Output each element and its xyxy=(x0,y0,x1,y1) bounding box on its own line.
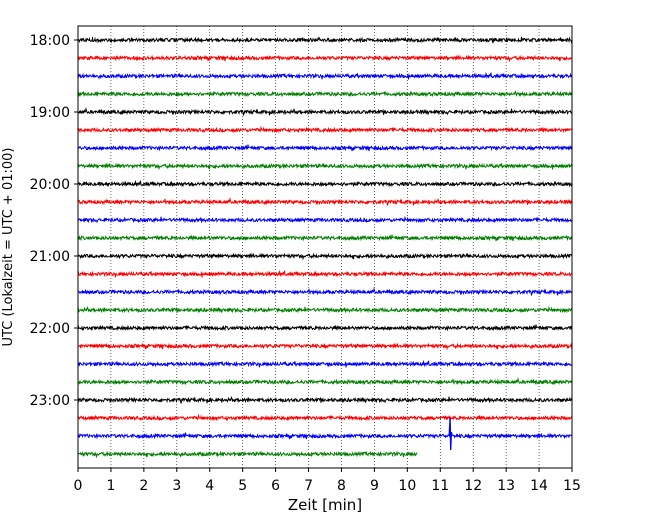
x-tick-label: 4 xyxy=(205,478,214,494)
trace-row-2245 xyxy=(77,377,573,386)
x-tick-label: 1 xyxy=(106,478,115,494)
trace-row-2100 xyxy=(77,252,573,261)
y-tick-label: 20:00 xyxy=(30,177,70,193)
x-axis-title: Zeit [min] xyxy=(288,496,362,514)
trace-row-2115 xyxy=(77,269,573,278)
y-tick-label: 21:00 xyxy=(30,249,70,265)
y-axis-ticks: 18:00 19:00 20:00 21:00 22:00 23:00 xyxy=(30,33,78,409)
plot-frame xyxy=(77,25,573,469)
event-spike xyxy=(448,417,453,451)
x-tick-label: 5 xyxy=(238,478,247,494)
trace-row-2330 xyxy=(77,432,573,440)
x-tick-label: 6 xyxy=(271,478,280,494)
x-tick-label: 10 xyxy=(398,478,416,494)
x-tick-label: 9 xyxy=(370,478,379,494)
trace-row-2215 xyxy=(77,342,573,351)
x-tick-label: 7 xyxy=(304,478,313,494)
trace-row-1945 xyxy=(77,162,573,171)
trace-row-2145 xyxy=(77,305,573,314)
trace-row-1900 xyxy=(77,107,573,116)
trace-row-2015 xyxy=(77,197,573,206)
trace-row-1845 xyxy=(77,90,573,98)
trace-row-2030 xyxy=(77,215,573,224)
x-tick-label: 15 xyxy=(563,478,581,494)
x-tick-label: 14 xyxy=(530,478,548,494)
trace-row-2315 xyxy=(77,413,573,422)
trace-row-1930 xyxy=(77,144,573,152)
y-tick-label: 19:00 xyxy=(30,105,70,121)
trace-row-1915 xyxy=(77,125,573,134)
trace-row-2230 xyxy=(77,359,573,368)
x-tick-label: 0 xyxy=(74,478,83,494)
trace-row-2300 xyxy=(77,395,573,404)
y-tick-label: 22:00 xyxy=(30,321,70,337)
x-tick-label: 2 xyxy=(139,478,148,494)
x-tick-label: 12 xyxy=(464,478,482,494)
seismogram-traces xyxy=(77,36,573,459)
trace-row-2130 xyxy=(77,287,573,296)
x-tick-label: 8 xyxy=(337,478,346,494)
trace-row-2345 xyxy=(77,450,418,459)
x-tick-label: 3 xyxy=(172,478,181,494)
trace-row-1830 xyxy=(77,71,573,80)
trace-row-1815 xyxy=(77,54,572,63)
trace-row-2200 xyxy=(77,324,573,332)
y-tick-label: 23:00 xyxy=(30,393,70,409)
trace-row-1800 xyxy=(77,36,573,44)
x-axis-ticks: 0 1 2 3 4 5 6 7 8 9 10 11 12 13 14 15 xyxy=(74,468,581,494)
y-tick-label: 18:00 xyxy=(30,33,70,49)
trace-row-2045 xyxy=(77,234,573,242)
x-tick-label: 11 xyxy=(431,478,449,494)
x-tick-label: 13 xyxy=(497,478,515,494)
y-axis-title: UTC (Lokalzeit = UTC + 01:00) xyxy=(1,148,16,347)
trace-row-2000 xyxy=(77,179,573,188)
